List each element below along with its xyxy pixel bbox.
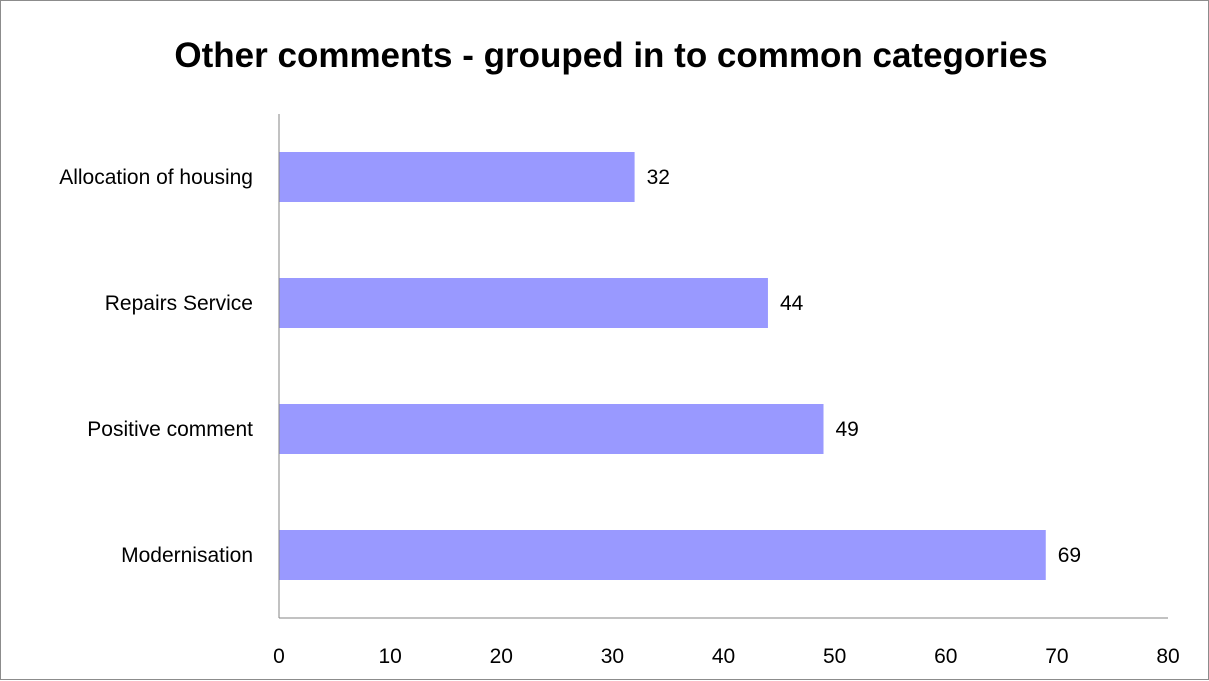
bar-positive-comment	[279, 404, 824, 454]
data-label: 32	[647, 166, 670, 189]
bars-group	[279, 152, 1046, 580]
x-tick-label: 80	[1156, 645, 1179, 668]
category-label: Allocation of housing	[59, 166, 253, 189]
x-tick-label: 0	[273, 645, 285, 668]
data-label: 44	[780, 292, 804, 315]
x-tick-label: 30	[601, 645, 624, 668]
bar-repairs-service	[279, 278, 768, 328]
bar-allocation-of-housing	[279, 152, 635, 202]
x-tick-label: 10	[378, 645, 401, 668]
chart-title: Other comments - grouped in to common ca…	[174, 36, 1047, 75]
category-label: Repairs Service	[105, 292, 253, 315]
x-tick-label: 70	[1045, 645, 1068, 668]
category-label: Modernisation	[121, 544, 253, 567]
bar-modernisation	[279, 530, 1046, 580]
category-label: Positive comment	[87, 418, 253, 441]
data-label: 49	[836, 418, 859, 441]
labels-group: Allocation of housing 32 Repairs Service 44…	[59, 166, 1179, 668]
axes-group	[278, 114, 1168, 619]
x-tick-label: 40	[712, 645, 735, 668]
x-tick-label: 50	[823, 645, 846, 668]
x-tick-label: 20	[490, 645, 513, 668]
data-label: 69	[1058, 544, 1081, 567]
x-tick-label: 60	[934, 645, 957, 668]
